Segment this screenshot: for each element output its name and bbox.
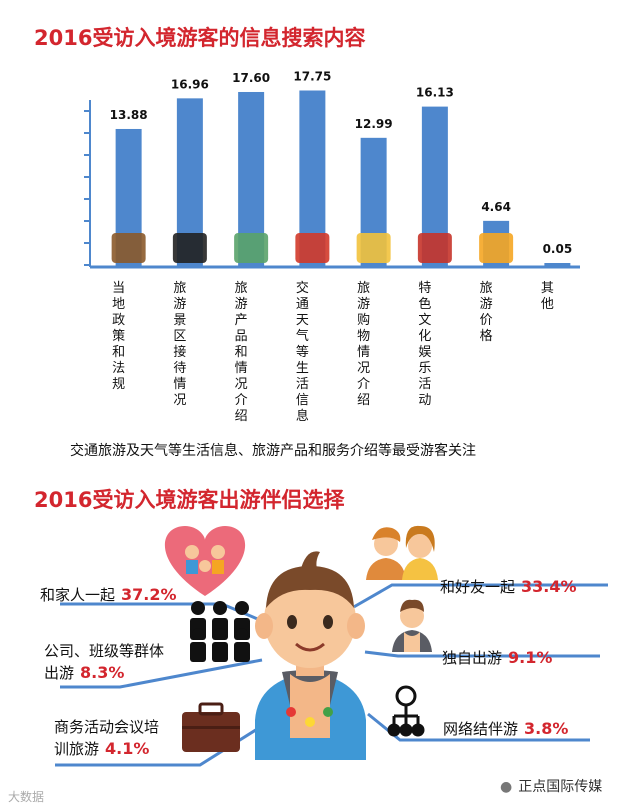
category-label: 规 [112,377,125,392]
chart1-title: 2016受访入境游客的信息搜索内容 [34,26,366,50]
category-label: 等 [296,344,309,360]
category-label: 情 [173,377,186,392]
chart1-caption: 交通旅游及天气等生活信息、旅游产品和服务介绍等最受游客关注 [70,443,476,459]
category-label: 活 [418,377,431,392]
friends-label: 和好友一起 33.4% [440,577,577,596]
category-label: 情 [235,361,248,376]
price-tag-icon [479,233,514,263]
alone-label: 独自出游 9.1% [442,648,553,667]
bar-chart: 13.88当地政策和法规16.96旅游景区接待情况17.60旅游产品和情况介绍1… [84,69,580,424]
category-label: 况 [173,393,186,408]
group-pct: 8.3% [80,663,125,682]
category-label: 游 [357,297,370,312]
data-label: 13.88 [110,108,148,122]
data-label: 4.64 [481,200,511,214]
category-label: 活 [296,377,309,392]
receptionist-icon [172,233,207,263]
category-label: 和 [112,345,125,360]
signpost-icon [234,233,269,263]
category-label: 价 [480,313,493,328]
category-label: 品 [235,329,248,344]
wechat-icon: ● [500,779,513,795]
category-label: 旅 [357,281,370,296]
category-label: 其 [541,281,554,296]
category-label: 天 [296,313,309,328]
category-label: 产 [235,313,248,328]
category-label: 色 [418,296,431,312]
category-label: 游 [173,297,186,312]
category-label: 当 [112,281,125,296]
footer-left: 大数据 [8,790,45,804]
family-pct: 37.2% [121,585,177,604]
chart2-title: 2016受访入境游客出游伴侣选择 [34,488,345,512]
category-label: 法 [112,361,125,376]
friends-pct: 33.4% [521,577,577,596]
category-label: 他 [541,297,554,312]
category-label: 交 [296,280,309,296]
data-label: 16.96 [171,77,209,91]
category-label: 信 [296,393,309,408]
family-heart-icon [164,526,246,596]
data-label: 12.99 [355,117,393,131]
category-label: 乐 [418,361,431,376]
data-label: 17.60 [232,71,270,85]
category-label: 待 [173,361,186,376]
group-label: 公司、班级等群体 出游 8.3% [44,642,165,682]
data-label: 0.05 [543,242,573,256]
category-label: 旅 [235,281,248,296]
category-label: 格 [480,328,493,344]
shopping-bag-icon [356,233,391,263]
briefcase-icon [182,702,240,752]
briefcase-icon [111,233,146,263]
category-label: 接 [173,344,186,360]
category-label: 情 [357,345,370,360]
group-icon [190,601,250,662]
category-label: 特 [418,281,431,296]
category-label: 况 [235,377,248,392]
bar [544,263,571,267]
category-label: 绍 [357,393,370,408]
category-label: 景 [173,313,186,328]
category-label: 游 [235,297,248,312]
category-label: 购 [357,312,370,328]
category-label: 和 [235,345,248,360]
category-label: 生 [296,361,309,376]
opera-figure-icon [417,233,452,263]
network-pct: 3.8% [524,719,569,738]
category-label: 通 [296,297,309,312]
friends-icon [366,525,438,580]
category-label: 况 [357,361,370,376]
network-icon [387,685,425,737]
bus-icon [295,233,330,263]
single-person-icon [392,599,432,652]
category-label: 化 [418,329,431,344]
category-label: 娱 [418,345,431,360]
business-pct: 4.1% [105,739,150,758]
category-label: 旅 [480,281,493,296]
category-label: 地 [112,297,125,312]
alone-pct: 9.1% [508,648,553,667]
footer-right: ● 正点国际传媒 [500,779,603,795]
category-label: 气 [296,328,309,344]
data-label: 17.75 [293,69,331,83]
category-label: 文 [418,313,431,328]
family-label: 和家人一起 37.2% [40,585,177,604]
category-label: 介 [235,393,248,408]
category-label: 政 [112,313,125,328]
category-label: 旅 [173,281,186,296]
data-label: 16.13 [416,86,454,100]
category-label: 区 [173,329,186,344]
network-label: 网络结伴游 3.8% [443,719,569,738]
business-label: 商务活动会议培 训旅游 4.1% [54,718,160,758]
category-label: 策 [112,328,125,344]
category-label: 游 [480,297,493,312]
category-label: 物 [357,329,370,344]
category-label: 息 [296,408,309,424]
central-traveler-icon [255,551,366,760]
category-label: 动 [418,393,431,408]
category-label: 绍 [235,409,248,424]
category-label: 介 [357,377,370,392]
